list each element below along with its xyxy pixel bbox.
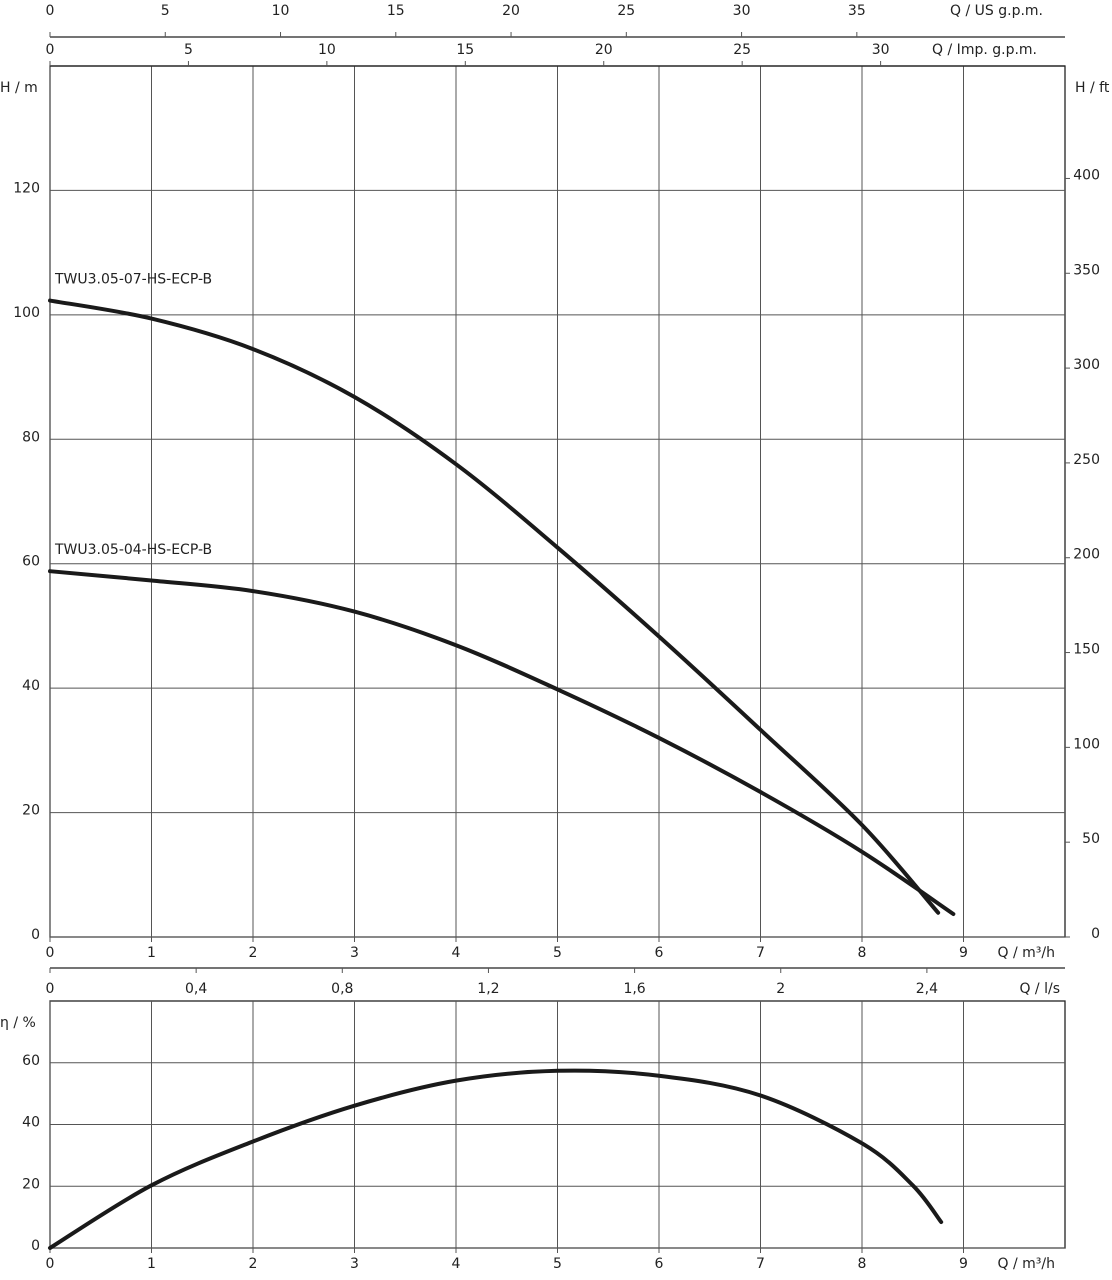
secondary-tick-label: 0,4 <box>185 981 207 997</box>
y-tick-label: 20 <box>22 803 40 819</box>
y2-tick-label: 250 <box>1073 452 1100 468</box>
series-label: TWU3.05-07-HS-ECP-B <box>54 272 212 288</box>
y2-tick-label: 150 <box>1073 642 1100 658</box>
x-tick-label: 0 <box>46 945 55 961</box>
x-tick-label: 2 <box>249 1256 258 1272</box>
x-tick-label: 5 <box>553 1256 562 1272</box>
y2-tick-label: 100 <box>1073 736 1100 752</box>
y-tick-label: 60 <box>22 554 40 570</box>
x-tick-label: 6 <box>655 945 664 961</box>
x-tick-label: 1 <box>147 1256 156 1272</box>
x-tick-label: 1 <box>147 945 156 961</box>
x-tick-label: 5 <box>553 945 562 961</box>
secondary-tick-label: 2 <box>776 981 785 997</box>
x-tick-label: 3 <box>350 945 359 961</box>
y2-tick-label: 0 <box>1091 926 1100 942</box>
y-tick-label: 20 <box>22 1176 40 1192</box>
secondary-tick-label: 25 <box>733 42 751 58</box>
x-tick-label: 4 <box>452 945 461 961</box>
y2-tick-label: 400 <box>1073 167 1100 183</box>
x-tick-label: 8 <box>858 1256 867 1272</box>
curve <box>48 569 956 916</box>
secondary-tick-label: 30 <box>872 42 890 58</box>
curve <box>48 1068 944 1250</box>
secondary-tick-label: 10 <box>318 42 336 58</box>
y2-tick-label: 50 <box>1082 831 1100 847</box>
y-tick-label: 40 <box>22 1115 40 1131</box>
x-tick-label: 9 <box>959 945 968 961</box>
series-label: TWU3.05-04-HS-ECP-B <box>54 542 212 558</box>
x-tick-label: 8 <box>858 945 867 961</box>
y2-tick-label: 200 <box>1073 547 1100 563</box>
secondary-axis-label: Q / l/s <box>1019 981 1060 997</box>
secondary-tick-label: 0 <box>46 42 55 58</box>
secondary-tick-label: 20 <box>502 3 520 19</box>
secondary-tick-label: 20 <box>595 42 613 58</box>
y-tick-label: 0 <box>31 1238 40 1254</box>
secondary-tick-label: 35 <box>848 3 866 19</box>
secondary-tick-label: 25 <box>617 3 635 19</box>
secondary-axis-label: Q / US g.p.m. <box>950 3 1043 19</box>
secondary-tick-label: 1,6 <box>623 981 645 997</box>
y2-tick-label: 300 <box>1073 357 1100 373</box>
y-axis-label: η / % <box>0 1015 36 1031</box>
y-tick-label: 120 <box>13 180 40 196</box>
x-tick-label: 7 <box>756 945 765 961</box>
x-tick-label: 2 <box>249 945 258 961</box>
secondary-tick-label: 10 <box>272 3 290 19</box>
x-axis-label: Q / m³/h <box>998 945 1055 961</box>
secondary-tick-label: 5 <box>184 42 193 58</box>
secondary-tick-label: 15 <box>456 42 474 58</box>
secondary-axis-label: Q / Imp. g.p.m. <box>932 42 1037 58</box>
y-tick-label: 100 <box>13 305 40 321</box>
secondary-tick-label: 0,8 <box>331 981 353 997</box>
y-tick-label: 0 <box>31 927 40 943</box>
x-tick-label: 6 <box>655 1256 664 1272</box>
x-tick-label: 4 <box>452 1256 461 1272</box>
y2-axis-label: H / ft <box>1075 80 1110 96</box>
secondary-tick-label: 1,2 <box>477 981 499 997</box>
y-tick-label: 40 <box>22 678 40 694</box>
x-tick-label: 7 <box>756 1256 765 1272</box>
secondary-tick-label: 15 <box>387 3 405 19</box>
y-axis-label: H / m <box>0 80 38 96</box>
y2-tick-label: 350 <box>1073 262 1100 278</box>
y-tick-label: 80 <box>22 429 40 445</box>
x-tick-label: 0 <box>46 1256 55 1272</box>
curve <box>48 298 941 915</box>
x-tick-label: 3 <box>350 1256 359 1272</box>
secondary-tick-label: 30 <box>733 3 751 19</box>
secondary-tick-label: 5 <box>161 3 170 19</box>
x-axis-label: Q / m³/h <box>998 1256 1055 1272</box>
y-tick-label: 60 <box>22 1053 40 1069</box>
secondary-tick-label: 0 <box>46 981 55 997</box>
secondary-tick-label: 2,4 <box>916 981 938 997</box>
secondary-tick-label: 0 <box>46 3 55 19</box>
x-tick-label: 9 <box>959 1256 968 1272</box>
